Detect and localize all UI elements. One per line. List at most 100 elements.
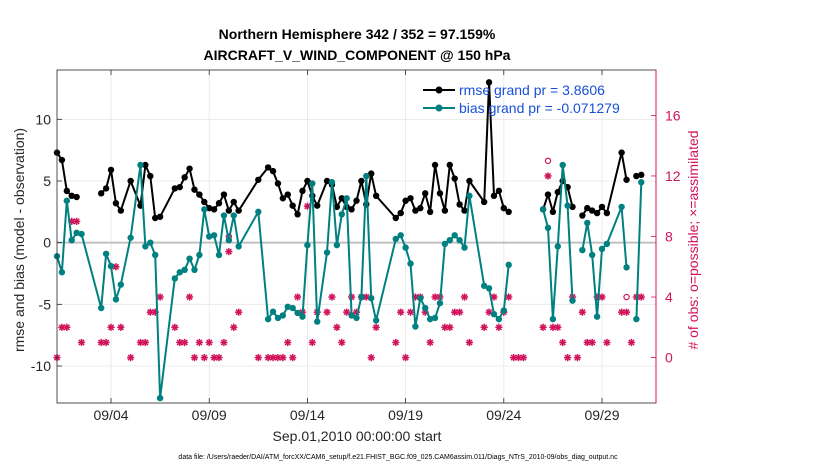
bias-point	[495, 315, 503, 323]
bias-point	[584, 219, 591, 227]
rmse-point	[279, 195, 287, 202]
bias-point	[431, 314, 439, 322]
bias-point	[633, 315, 640, 323]
obs-star-stroke	[638, 293, 645, 301]
obs-star-stroke	[265, 354, 272, 361]
obs-star-stroke	[220, 339, 228, 346]
axes: 09/04 09/09 09/14 09/19 09/24 09/29 -10 -5 0 5 10 0…	[31, 70, 681, 423]
legend-bias-label: bias grand pr = -0.071279	[459, 100, 620, 116]
x-tick-label: 09/29	[584, 407, 619, 423]
rmse-point	[358, 177, 365, 185]
obs-assimilated-point	[284, 338, 292, 347]
bias-point	[549, 315, 557, 323]
bias-point	[220, 212, 228, 219]
y-left-tick-label: 5	[43, 173, 51, 189]
rmse-point	[368, 170, 375, 177]
obs-assimilated-point	[519, 353, 528, 362]
bias-point	[417, 294, 424, 302]
legend-rmse-label: rmse grand pr = 3.8606	[459, 82, 605, 98]
obs-star-stroke	[618, 309, 625, 316]
obs-assimilated-point	[573, 353, 582, 362]
obs-star-stroke	[58, 324, 66, 331]
obs-star-stroke	[446, 324, 453, 331]
obs-star-stroke	[343, 309, 350, 316]
obs-star-stroke	[520, 354, 527, 361]
bias-point	[151, 251, 159, 259]
rmse-point	[196, 191, 203, 198]
rmse-point	[372, 192, 380, 199]
obs-star-stroke	[215, 354, 223, 361]
obs-assimilated-point	[460, 293, 469, 301]
bias-point	[269, 308, 277, 315]
rmse-point	[63, 187, 71, 195]
obs-star-stroke	[368, 354, 375, 361]
bias-point	[78, 230, 85, 238]
obs-assimilated-point	[190, 353, 199, 362]
rmse-point	[333, 203, 341, 211]
chart-title-line2: AIRCRAFT_V_WIND_COMPONENT @ 150 hPa	[204, 47, 511, 63]
obs-star-stroke	[186, 293, 193, 301]
obs-star-stroke	[210, 354, 218, 361]
obs-assimilated-point	[328, 293, 336, 301]
bias-point	[299, 313, 306, 320]
obs-star-stroke	[544, 172, 552, 180]
obs-star-stroke	[206, 339, 213, 346]
rmse-point	[274, 180, 282, 187]
obs-star-stroke	[137, 339, 144, 346]
obs-star-stroke	[481, 324, 488, 331]
bias-point	[544, 224, 552, 232]
obs-assimilated-point	[392, 338, 400, 347]
bias-point	[58, 269, 66, 276]
rmse-point	[171, 185, 179, 192]
bias-point	[593, 313, 601, 320]
obs-star-stroke	[397, 309, 404, 316]
obs-star-stroke	[323, 309, 331, 316]
rmse-point	[156, 213, 164, 220]
obs-star-stroke	[456, 309, 463, 316]
data-layer	[53, 79, 656, 402]
rmse-point	[58, 156, 66, 164]
rmse-point	[97, 190, 105, 197]
bias-point	[426, 315, 434, 323]
obs-assimilated-point	[397, 308, 405, 316]
bias-point	[255, 208, 262, 216]
bias-point	[358, 293, 365, 301]
bias-point	[412, 323, 419, 330]
bias-point	[112, 296, 120, 303]
obs-star-stroke	[466, 339, 473, 346]
rmse-point	[431, 161, 439, 169]
x-tick-label: 09/19	[388, 407, 423, 423]
rmse-point	[579, 212, 586, 219]
obs-star-stroke	[402, 354, 409, 361]
rmse-point	[186, 165, 193, 172]
rmse-point	[284, 191, 291, 198]
bias-point	[480, 282, 488, 290]
obs-star-stroke	[98, 339, 105, 346]
obs-assimilated-point	[480, 323, 488, 331]
bias-point	[284, 303, 291, 310]
chart-title-line1: Northern Hemisphere 342 / 352 = 97.159%	[219, 26, 496, 42]
obs-assimilated-point	[220, 338, 228, 347]
rmse-point	[392, 214, 399, 222]
obs-star-stroke	[107, 324, 115, 331]
rmse-point	[176, 183, 183, 191]
rmse-point	[314, 202, 321, 209]
rmse-point	[441, 207, 449, 214]
y-left-tick-label: -10	[31, 358, 51, 374]
obs-assimilated-point	[549, 323, 557, 331]
obs-star-stroke	[230, 324, 237, 331]
rmse-point	[147, 172, 154, 180]
obs-star-stroke	[539, 324, 547, 331]
obs-possible-point	[544, 157, 552, 165]
obs-star-stroke	[554, 324, 561, 331]
obs-assimilated-point	[554, 323, 562, 331]
bias-point	[603, 240, 611, 248]
obs-assimilated-point	[495, 323, 503, 331]
rmse-point	[500, 204, 507, 212]
rmse-point	[348, 206, 355, 213]
bias-point	[598, 245, 606, 253]
rmse-point	[181, 174, 188, 181]
obs-assimilated-point	[293, 293, 302, 301]
y-right-tick-label: 0	[665, 350, 673, 366]
